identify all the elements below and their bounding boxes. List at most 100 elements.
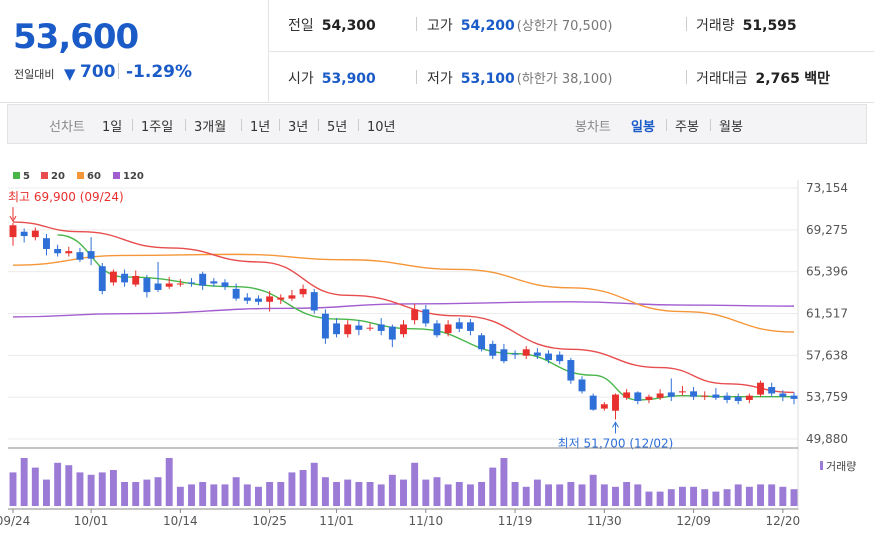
period-3m[interactable]: 3개월 — [194, 120, 227, 135]
high-label: 고가 — [427, 18, 453, 34]
candle-body — [656, 393, 664, 398]
candle-body — [65, 251, 73, 254]
volume-bar — [545, 484, 553, 506]
volume-bar — [522, 486, 530, 506]
candle-daily[interactable]: 일봉 — [631, 120, 655, 135]
candle-monthly[interactable]: 월봉 — [719, 120, 743, 135]
period-5y[interactable]: 5년 — [327, 120, 348, 135]
divider — [132, 119, 133, 131]
y-tick-label: 65,396 — [806, 265, 848, 279]
candle-body — [411, 309, 419, 321]
open-price: 시가 53,900 — [288, 68, 376, 88]
candle — [109, 269, 117, 286]
legend-swatch — [13, 172, 20, 179]
candle — [522, 346, 530, 359]
candle-body — [400, 324, 407, 335]
amount-unit: 백만 — [804, 71, 831, 87]
candle — [366, 323, 374, 331]
current-price: 53,600 — [13, 17, 139, 57]
high-arrow-head — [9, 215, 17, 223]
candle-weekly[interactable]: 주봉 — [675, 120, 699, 135]
candle — [533, 348, 541, 359]
candle-body — [701, 395, 709, 397]
candle — [455, 317, 463, 333]
candle — [377, 317, 385, 336]
period-3y[interactable]: 3년 — [288, 120, 309, 135]
volume-bar — [511, 482, 519, 506]
volume-bar — [455, 482, 463, 506]
period-1d[interactable]: 1일 — [102, 120, 123, 135]
candle — [734, 393, 742, 405]
legend-swatch — [77, 172, 84, 179]
volume-bar — [533, 479, 541, 506]
candle — [545, 350, 553, 364]
moving-average-lines — [12, 221, 795, 401]
candle — [54, 244, 62, 257]
candle — [433, 320, 441, 338]
volume-bar — [422, 479, 430, 506]
candle — [288, 289, 296, 301]
volume-bar — [656, 491, 664, 506]
ma20-line — [12, 221, 795, 394]
divider — [666, 119, 667, 131]
trade-amount: 거래대금 2,765 백만 — [696, 68, 830, 88]
candle — [344, 320, 352, 338]
divider — [269, 51, 874, 52]
period-10y[interactable]: 10년 — [367, 120, 396, 135]
candle — [656, 389, 664, 400]
candle — [623, 389, 631, 400]
candle-body — [433, 323, 441, 336]
candle — [667, 378, 675, 402]
period-1y[interactable]: 1년 — [250, 120, 271, 135]
divider — [241, 119, 242, 131]
low-annotation: 최저 51,700 (12/02) — [558, 436, 674, 450]
candle — [489, 340, 497, 359]
candle — [254, 295, 262, 306]
candle-body — [221, 282, 229, 287]
volume-bar — [678, 486, 686, 506]
high-value: 54,200 — [460, 18, 515, 34]
volume-bar — [243, 484, 251, 506]
candle — [9, 223, 17, 246]
candle — [745, 393, 753, 404]
price-chart: 5 20 60 120 최고 69,900 (09/24) 최저 51,700 (12/… — [0, 171, 856, 528]
candle-body — [288, 295, 296, 299]
volume-legend-label: 거래량 — [826, 460, 856, 473]
candle — [678, 385, 686, 396]
y-tick-label: 61,517 — [806, 307, 848, 321]
candle — [466, 319, 474, 336]
candle — [556, 351, 564, 365]
candle — [243, 293, 251, 304]
volume-bar — [723, 489, 731, 506]
volume-bar — [757, 484, 764, 506]
line-chart-label: 선차트 — [49, 120, 85, 135]
y-tick-label: 69,275 — [806, 223, 848, 237]
volume-bar — [54, 462, 62, 506]
candle-body — [790, 395, 798, 399]
candle-body — [545, 353, 553, 361]
prev-close: 전일 54,300 — [288, 15, 376, 35]
volume-bar — [355, 482, 363, 506]
high-annotation: 최고 69,900 (09/24) — [8, 190, 124, 204]
candle-body — [533, 352, 541, 356]
divider — [318, 119, 319, 131]
volume-bar — [779, 486, 787, 506]
candle-body — [623, 392, 631, 398]
candle-body — [188, 282, 195, 284]
candle-body — [466, 322, 474, 331]
candle-body — [299, 288, 307, 295]
volume-bar — [667, 489, 675, 506]
candle — [188, 278, 195, 287]
change-value: 700 — [80, 62, 116, 82]
candle-body — [199, 273, 207, 286]
period-1w[interactable]: 1주일 — [141, 120, 174, 135]
candle-body — [712, 394, 720, 398]
candle-body — [678, 391, 686, 393]
volume-value: 51,595 — [742, 18, 797, 34]
candle — [87, 237, 95, 266]
candle-body — [489, 343, 497, 356]
volume: 거래량 51,595 — [696, 15, 797, 35]
volume-bar — [299, 470, 307, 506]
x-tick-label: 11/19 — [498, 514, 533, 528]
volume-bar — [9, 472, 17, 506]
